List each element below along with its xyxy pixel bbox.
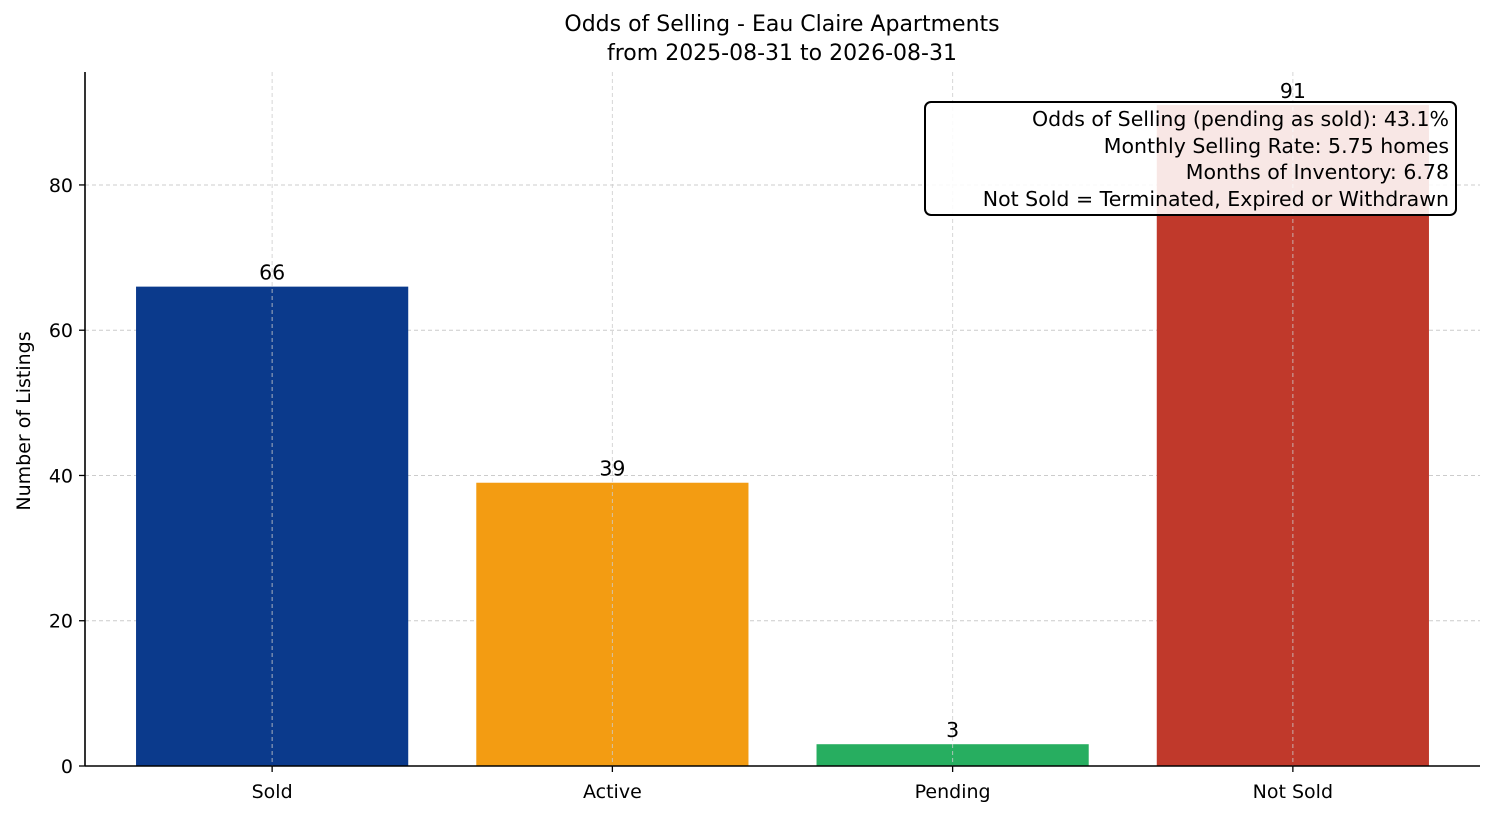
y-tick-label: 0 [61, 756, 73, 778]
stats-line-selling-rate: Monthly Selling Rate: 5.75 homes [1103, 133, 1449, 158]
y-tick-label: 80 [49, 175, 73, 197]
x-tick-label: Not Sold [1253, 781, 1333, 803]
y-tick-label: 20 [49, 611, 73, 633]
x-tick-label: Sold [252, 781, 293, 803]
y-axis-label: Number of Listings [13, 331, 35, 510]
bar-pending [816, 744, 1089, 766]
label-layer: 66 39 3 91 [259, 79, 1306, 742]
bar-value-label: 39 [599, 457, 625, 481]
bar-value-label: 3 [946, 718, 959, 742]
chart-title-block: Odds of Selling - Eau Claire Apartments … [0, 10, 1494, 68]
x-tick-label: Pending [915, 781, 991, 803]
axis-layer: 0 20 40 60 80 Sold Active Pending Not Sold [49, 72, 1480, 803]
bar-value-label: 66 [259, 261, 285, 285]
stats-line-inventory: Months of Inventory: 6.78 [1185, 160, 1449, 185]
bar-sold [136, 286, 409, 766]
x-tick-label: Active [583, 781, 642, 803]
stats-annotation-box: Odds of Selling (pending as sold): 43.1%… [924, 101, 1457, 216]
stats-line-odds: Odds of Selling (pending as sold): 43.1% [1032, 107, 1449, 131]
stats-line-not-sold-definition: Not Sold = Terminated, Expired or Withdr… [982, 186, 1449, 211]
y-tick-label: 40 [49, 465, 73, 487]
chart-subtitle: from 2025-08-31 to 2026-08-31 [607, 41, 957, 66]
y-tick-label: 60 [49, 320, 73, 342]
chart-title: Odds of Selling - Eau Claire Apartments [564, 12, 1000, 37]
bar-value-label: 91 [1280, 79, 1306, 103]
